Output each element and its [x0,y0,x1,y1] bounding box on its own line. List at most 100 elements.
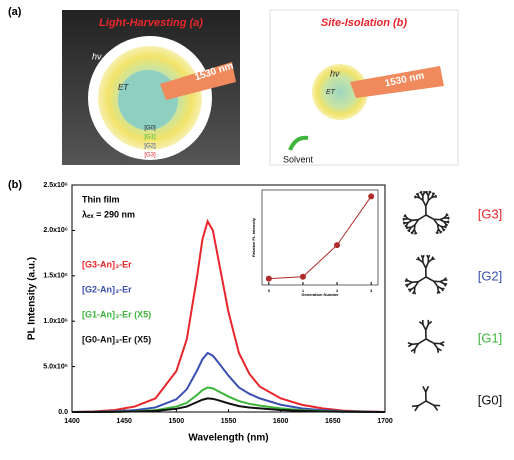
branch [418,215,426,220]
branch [403,222,405,223]
label: Solvent [283,154,314,164]
branch [426,401,434,405]
branch [426,262,429,268]
annotation: λₑₓ = 290 nm [82,209,135,219]
branch [413,291,415,294]
panel-label: (b) [8,179,22,191]
branch [436,232,437,234]
branch [447,222,449,223]
branch [426,386,429,392]
x-tick-label: 0 [268,288,271,293]
label: hν [330,68,340,78]
label: ET [118,83,129,92]
figure: (a) (b) Light-Harvesting (a) hν ET 1530 … [0,0,514,455]
branch [440,344,444,346]
legend-entry: [G0-An]₃-Er (X5) [82,334,151,344]
branch [428,255,429,258]
panel-label: (a) [8,6,22,18]
branch [412,406,418,407]
plot-frame [262,190,378,285]
label: [G1] [144,135,156,141]
generation-label: [G3] [478,206,503,221]
branch [426,324,429,330]
branch [405,215,406,217]
page: (a) (b) Light-Harvesting (a) hν ET 1530 … [0,0,514,460]
y-tick-label: 1.0x10⁶ [43,318,68,325]
legend-entry: [G1-An]₃-Er (X5) [82,309,151,319]
branch [412,282,418,283]
generation-label: [G0] [478,392,503,407]
label: [G3] [144,153,156,159]
branch [432,259,435,260]
point [368,193,374,199]
branch [426,215,434,219]
branch [415,196,417,197]
branch [408,343,412,345]
y-tick-label: 2.5x10⁶ [43,182,68,189]
x-tick-label: 1650 [325,418,341,425]
branch [418,401,426,406]
legend-entry: [G2-An]₃-Er [82,284,132,294]
branch [418,277,426,282]
branch [437,291,438,294]
branch [438,224,439,228]
branch [423,193,424,196]
legend-entry: [G3-An]₃-Er [82,259,132,269]
branch [413,229,415,232]
dendrimer-icons [403,191,450,411]
branch [411,232,413,233]
branch [432,197,435,198]
branch [440,282,444,284]
branch [440,220,444,222]
annotation: Thin film [82,194,120,204]
branch [423,255,424,258]
x-tick-label: 3 [370,288,373,293]
branch [412,220,418,221]
branch [426,339,434,343]
branch [433,193,435,194]
illustration-title: Light-Harvesting (a) [99,17,203,29]
y-tick-label: 2.0x10⁶ [43,227,68,234]
x-axis-label: Wavelength (nm) [188,433,268,444]
branch [408,219,412,221]
branch [438,286,439,290]
branch [446,215,448,216]
x-tick-label: 1700 [377,418,393,425]
branch [408,230,410,231]
core [118,70,178,130]
illustration-title: Site-Isolation (b) [321,17,408,29]
x-tick-label: 1500 [169,418,185,425]
label: [G0] [144,126,156,132]
point [266,276,272,282]
generation-label: [G2] [478,268,503,283]
series-line [269,196,371,278]
x-axis-label: Generation Number [301,292,339,297]
branch [445,227,447,228]
branch [412,344,418,345]
illustration: Site-Isolation (b) hν ET 1530 nm Solvent [270,10,458,165]
x-tick-label: 1600 [273,418,289,425]
branch [438,348,439,352]
branch [426,200,429,206]
branch [403,218,405,219]
y-tick-label: 0.0 [58,409,68,416]
y-axis-label: PL Intensity (a.u.) [27,257,38,340]
y-axis-label: Relative PL Intensity [251,217,256,257]
y-tick-label: 1.5x10⁶ [43,273,68,280]
branch [405,225,407,226]
x-tick-label: 1400 [64,418,80,425]
branch [408,281,412,283]
x-tick-label: 1550 [221,418,237,425]
label: [G2] [144,144,156,150]
label: ET [326,89,336,96]
branch [418,339,426,344]
branch [447,218,449,219]
point [300,274,306,280]
point [334,242,340,248]
x-tick-label: 1450 [116,418,132,425]
illustration: Light-Harvesting (a) hν ET 1530 nm [G0] … [62,10,240,165]
label: hν [92,51,102,61]
generation-label: [G1] [478,330,503,345]
branch [428,193,429,196]
y-tick-label: 5.0x10⁵ [43,363,68,370]
